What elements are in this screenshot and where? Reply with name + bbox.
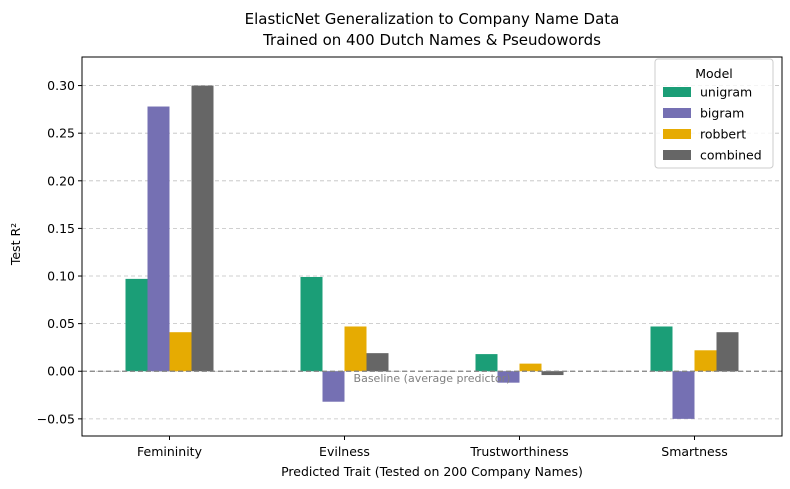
bar-bigram-smartness <box>672 371 695 419</box>
x-axis: Femininity Evilness Trustworthiness Smartne… <box>137 436 728 459</box>
chart-title-line2: Trained on 400 Dutch Names & Pseudowords <box>262 31 601 49</box>
bar-robbert-femininity <box>169 332 192 372</box>
y-axis-label: Test R² <box>8 223 23 266</box>
baseline-label: Baseline (average predictor) <box>354 372 511 385</box>
bar-bigram-femininity <box>147 106 170 372</box>
legend: Model unigram bigram robbert combined <box>654 58 774 169</box>
legend-label-unigram: unigram <box>700 85 752 100</box>
y-tick-label: 0.05 <box>47 316 75 331</box>
y-tick-label: 0.10 <box>47 269 75 284</box>
bar-robbert-smartness <box>694 350 717 372</box>
bar-bigram-evilness <box>322 371 345 402</box>
bar-combined-trustworthiness <box>541 371 564 376</box>
bar-combined-smartness <box>716 332 739 372</box>
legend-box <box>654 58 774 169</box>
legend-swatch-robbert <box>663 129 691 139</box>
legend-swatch-unigram <box>663 87 691 97</box>
y-tick-label: −0.05 <box>37 411 75 426</box>
baseline-layer: Baseline (average predictor) <box>82 370 782 385</box>
bar-unigram-evilness <box>300 276 323 372</box>
bar-bigram-trustworthiness <box>497 371 520 383</box>
legend-title: Model <box>695 66 733 81</box>
y-tick-label: 0.00 <box>47 364 75 379</box>
legend-label-robbert: robbert <box>700 127 746 142</box>
bar-unigram-smartness <box>650 326 673 372</box>
x-tick-label: Smartness <box>661 444 727 459</box>
legend-swatch-combined <box>663 150 691 160</box>
y-tick-label: 0.30 <box>47 78 75 93</box>
bar-combined-femininity <box>191 85 214 372</box>
plot-frame <box>81 56 783 437</box>
x-tick-label: Femininity <box>137 444 203 459</box>
y-tick-label: 0.15 <box>47 221 75 236</box>
bar-combined-evilness <box>366 353 389 372</box>
x-tick-label: Evilness <box>319 444 370 459</box>
bar-unigram-trustworthiness <box>475 354 498 372</box>
chart-title-line1: ElasticNet Generalization to Company Nam… <box>245 10 620 28</box>
legend-swatch-bigram <box>663 108 691 118</box>
y-tick-label: 0.20 <box>47 173 75 188</box>
legend-label-bigram: bigram <box>700 106 744 121</box>
x-tick-label: Trustworthiness <box>469 444 568 459</box>
bar-robbert-trustworthiness <box>519 363 542 372</box>
x-axis-label: Predicted Trait (Tested on 200 Company N… <box>281 464 583 479</box>
bar-group <box>125 85 739 419</box>
legend-label-combined: combined <box>700 148 762 163</box>
bar-unigram-femininity <box>125 278 148 372</box>
bar-robbert-evilness <box>344 326 367 372</box>
y-axis: −0.05 0.00 0.05 0.10 0.15 0.20 0.25 0.30 <box>37 78 82 426</box>
y-tick-label: 0.25 <box>47 126 75 141</box>
